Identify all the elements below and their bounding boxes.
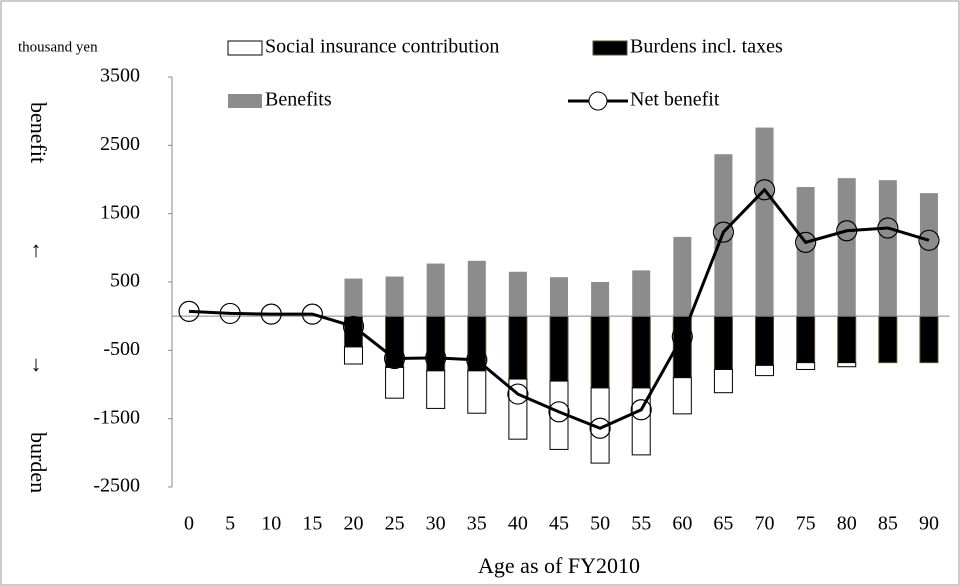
bar [385,276,404,317]
x-tick-label: 50 [590,513,610,535]
bar [467,370,487,414]
line-marker [836,220,858,242]
bar [632,270,651,317]
x-tick-label: 65 [713,513,733,535]
bar [426,315,446,372]
line-marker [301,303,323,325]
x-tick-label: 10 [261,513,281,535]
legend-swatch [592,40,628,56]
line-marker [507,383,529,405]
line-marker [219,302,241,325]
line-marker [383,347,406,370]
bar [919,193,938,317]
bar [672,377,692,415]
bar [919,315,939,364]
line-marker [630,399,652,421]
bar [426,370,446,409]
bar [343,346,363,365]
line-marker [795,231,817,253]
x-tick-label: 25 [385,513,405,535]
line-marker [877,217,899,239]
legend-label: Social insurance contribution [265,36,499,58]
x-tick-label: 20 [343,513,363,535]
bar [508,378,528,440]
bar [591,282,610,317]
x-tick-label: 40 [508,513,528,535]
y-tick-label: 2500 [100,133,140,155]
x-tick-label: 35 [467,513,487,535]
line-marker [425,347,447,369]
annotation: burden [26,432,51,493]
line-marker [918,229,940,251]
bar [673,236,692,317]
annotation: ↑ [31,237,42,262]
bar [550,277,568,317]
x-tick-label: 90 [919,513,939,535]
x-tick-label: 5 [225,513,235,535]
bar [837,362,857,368]
bar [837,178,856,317]
line-marker [466,349,488,371]
y-tick-label: -2500 [93,475,140,497]
x-tick-label: 70 [755,513,775,535]
line-marker [260,303,282,325]
legend-label: Burdens incl. taxes [630,36,783,58]
bar [796,315,816,364]
line-marker [753,179,776,201]
bar [837,315,857,364]
bar [713,368,733,394]
bar [508,271,527,317]
y-tick-label: -500 [103,338,140,360]
y-tick-label: 500 [110,270,140,292]
bar [796,187,815,317]
bar [755,315,775,366]
x-tick-label: 75 [796,513,816,535]
bar [344,278,363,317]
line [188,187,930,430]
bar [590,315,610,389]
bar [755,364,775,377]
bar [385,366,405,399]
bar [713,315,733,370]
bar [796,362,816,370]
legend-label: Benefits [265,89,332,111]
legend-swatch [228,94,262,108]
x-tick-label: 80 [837,513,857,535]
line-marker [712,221,735,243]
annotation: benefit [26,102,51,163]
annotation: ↓ [31,351,42,376]
line-marker [178,300,200,322]
bar [755,127,774,317]
bar [467,260,486,317]
legend-swatch [588,91,608,111]
bar [878,180,897,317]
y-unit-label: thousand yen [18,39,98,55]
bar [508,315,528,380]
x-tick-label: 60 [672,513,692,535]
legend-swatch [227,40,263,56]
bar [631,315,651,389]
line-marker [548,401,570,423]
y-tick-label: 3500 [100,65,140,87]
x-tick-label: 85 [878,513,898,535]
x-axis-title: Age as of FY2010 [478,553,640,578]
bar [878,315,898,364]
x-tick-label: 55 [631,513,651,535]
line-marker [589,417,611,439]
x-tick-label: 0 [184,513,194,535]
x-tick-label: 45 [549,513,569,535]
bar [549,315,569,382]
x-tick-label: 30 [426,513,446,535]
bar [467,315,487,372]
line-marker [342,315,365,338]
x-tick-label: 15 [302,513,322,535]
line-marker [671,326,693,348]
y-tick-label: 1500 [100,201,140,223]
y-tick-label: -1500 [93,406,140,428]
bar [426,263,445,317]
legend-label: Net benefit [630,89,720,111]
